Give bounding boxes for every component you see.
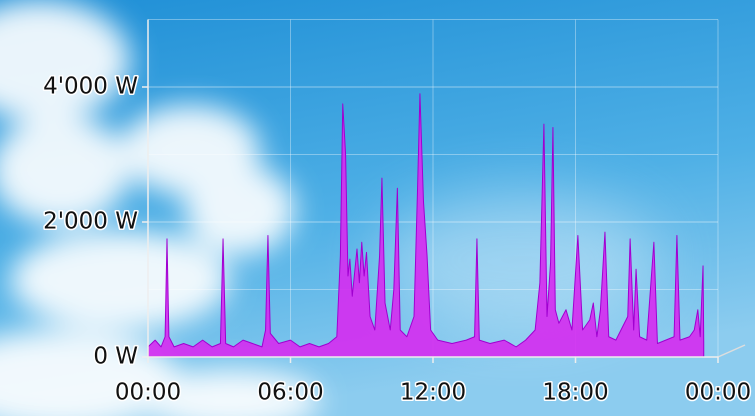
x-tick-label: 12:00: [400, 380, 466, 406]
x-tick-label: 06:00: [257, 380, 323, 406]
clouds: [0, 0, 320, 416]
x-tick-label: 18:00: [542, 380, 608, 406]
light-haze: [380, 190, 660, 330]
y-tick-label: 2'000 W: [43, 209, 138, 235]
axis-perspective: [717, 344, 746, 358]
x-tick-label: 00:00: [115, 380, 181, 406]
power-area: [147, 93, 705, 358]
y-tick-label: 0 W: [93, 344, 138, 370]
y-tick-label: 4'000 W: [43, 74, 138, 100]
x-tick-label: 00:00: [685, 380, 751, 406]
